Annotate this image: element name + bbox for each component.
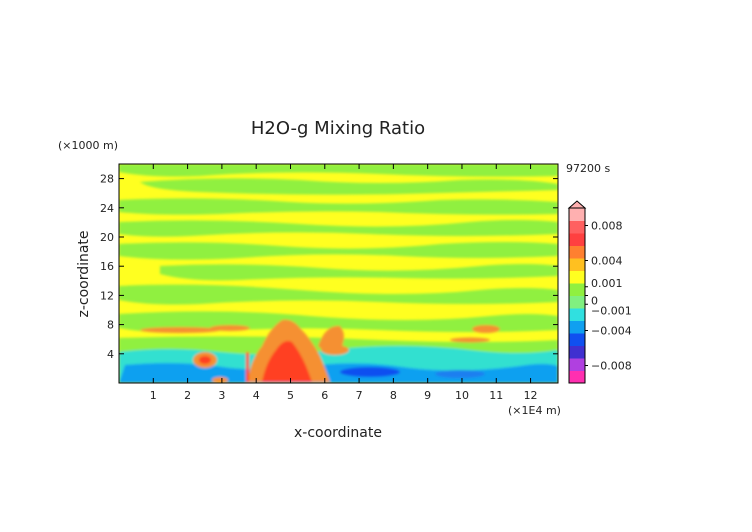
colorbar-swatch [569, 358, 585, 371]
x-tick-label: 6 [321, 389, 328, 402]
colorbar-label: 0 [591, 295, 598, 308]
colorbar-label: −0.008 [591, 360, 632, 373]
x-tick-label: 11 [489, 389, 503, 402]
y-tick-label: 8 [107, 319, 114, 332]
x-axis-label: x-coordinate [294, 425, 382, 441]
y-unit-label: (×1000 m) [58, 139, 118, 152]
y-tick-label: 20 [100, 231, 114, 244]
colorbar-swatch [569, 333, 585, 346]
colorbar-swatch [569, 370, 585, 384]
x-tick-label: 7 [356, 389, 363, 402]
colorbar-swatch [569, 345, 585, 359]
colorbar-label: 0.004 [591, 255, 623, 268]
y-tick-label: 12 [100, 289, 114, 302]
colorbar-swatch [569, 295, 585, 309]
x-tick-label: 5 [287, 389, 294, 402]
colorbar-swatch [569, 258, 585, 271]
colorbar-swatch [569, 320, 585, 334]
colorbar-swatch [569, 308, 585, 321]
y-axis-label: z-coordinate [76, 230, 92, 317]
colorbar-label: 0.001 [591, 277, 623, 290]
heatmap-field [119, 164, 558, 383]
x-tick-label: 10 [455, 389, 469, 402]
y-tick-label: 16 [100, 260, 114, 273]
x-tick-label: 4 [253, 389, 260, 402]
colorbar-swatch [569, 220, 585, 234]
colorbar-swatch [569, 245, 585, 259]
x-tick-label: 2 [184, 389, 191, 402]
colorbar-swatch [569, 270, 585, 284]
colorbar-label: −0.004 [591, 325, 632, 338]
x-tick-label: 8 [390, 389, 397, 402]
colorbar-swatch [569, 208, 585, 221]
colorbar: 0.008 0.004 0.001 0−0.001 −0.004 −0.008 [567, 200, 632, 384]
colorbar-label: 0.008 [591, 220, 623, 233]
colorbar-swatch [569, 233, 585, 246]
time-label: 97200 s [566, 162, 610, 175]
y-tick-label: 28 [100, 173, 114, 186]
colorbar-swatch [569, 283, 585, 296]
x-axis: 1 2 3 4 5 6 7 8 9 10 11 12 [150, 164, 538, 402]
plot-frame [118, 163, 559, 384]
x-unit-label: (×1E4 m) [508, 404, 561, 417]
colorbar-arrow [567, 200, 587, 209]
colorbar-label: −0.001 [591, 304, 632, 317]
y-axis: 4 8 12 16 20 24 28 [100, 173, 558, 361]
x-tick-label: 1 [150, 389, 157, 402]
y-tick-label: 4 [107, 348, 114, 361]
y-tick-label: 24 [100, 202, 114, 215]
chart-title: H2O-g Mixing Ratio [251, 118, 425, 139]
x-tick-label: 12 [524, 389, 538, 402]
x-tick-label: 9 [424, 389, 431, 402]
x-tick-label: 3 [218, 389, 225, 402]
